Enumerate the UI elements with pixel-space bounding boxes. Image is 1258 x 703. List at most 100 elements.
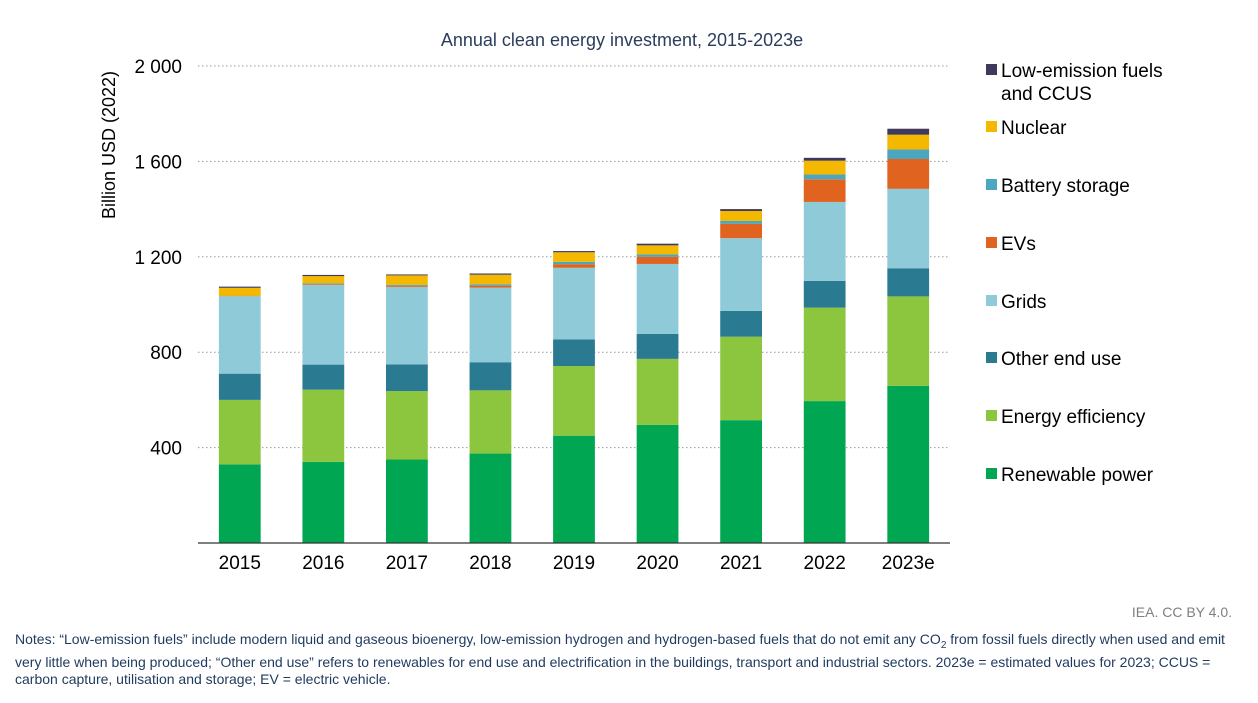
bar-segment-evs	[302, 283, 345, 285]
notes-text-end: from fossil fuels directly when used and…	[15, 631, 1225, 687]
bar-segment-renewable-power	[218, 464, 261, 543]
bar-segment-low-emission-fuels-and-ccus	[302, 274, 345, 277]
chart: Annual clean energy investment, 2015-202…	[99, 30, 1163, 574]
y-tick-label: 1 200	[134, 248, 182, 269]
bar-segment-energy-efficiency	[803, 307, 846, 402]
legend-swatch	[986, 121, 997, 132]
legend-label: Low-emission fuels	[1001, 61, 1163, 82]
bar-segment-renewable-power	[636, 424, 679, 543]
legend-label: Other end use	[1001, 349, 1121, 370]
bar-segment-low-emission-fuels-and-ccus	[469, 273, 512, 275]
bar-segment-other-end-use	[803, 280, 846, 308]
bar-segment-low-emission-fuels-and-ccus	[887, 128, 930, 135]
source-credit: IEA. CC BY 4.0.	[1131, 604, 1232, 620]
bar-segment-energy-efficiency	[302, 389, 345, 462]
bar-segment-energy-efficiency	[720, 336, 762, 421]
bar-segment-other-end-use	[636, 333, 679, 359]
x-tick-label: 2016	[302, 553, 344, 574]
bar-segment-battery-storage	[302, 283, 345, 284]
bar-segment-nuclear	[720, 211, 762, 222]
bar-segment-evs	[636, 256, 679, 264]
legend-label: Energy efficiency	[1001, 407, 1146, 428]
bar-segment-energy-efficiency	[386, 391, 428, 460]
legend-swatch	[986, 468, 997, 479]
bar-segment-low-emission-fuels-and-ccus	[803, 157, 846, 161]
x-tick-label: 2020	[636, 553, 678, 574]
bar-segment-energy-efficiency	[218, 399, 261, 465]
chart-notes: Notes: “Low-emission fuels” include mode…	[15, 631, 1240, 688]
bar-segment-nuclear	[386, 275, 428, 285]
bar-segment-renewable-power	[469, 453, 512, 543]
x-axis-ticks: 2015 2016 2017 2018 2019 2020 2021 2022 2023e	[219, 553, 935, 574]
bar-segment-evs	[469, 285, 512, 288]
x-tick-label: 2021	[720, 553, 762, 574]
bar-segment-other-end-use	[553, 339, 595, 367]
bar-segment-nuclear	[636, 245, 679, 255]
bar-segment-nuclear	[218, 287, 261, 296]
x-tick-label: 2023e	[882, 553, 935, 574]
bar-segment-energy-efficiency	[553, 366, 595, 436]
bar-segment-nuclear	[553, 252, 595, 262]
bar-segment-battery-storage	[636, 254, 679, 257]
bar-segment-low-emission-fuels-and-ccus	[386, 274, 428, 276]
y-tick-label: 800	[150, 343, 182, 364]
bar-segment-nuclear	[302, 276, 345, 284]
bar-segment-grids	[720, 238, 762, 311]
bar-segment-renewable-power	[553, 435, 595, 543]
bar-segment-other-end-use	[887, 268, 930, 297]
bar-segment-battery-storage	[469, 284, 512, 286]
legend-swatch	[986, 64, 997, 75]
chart-title: Annual clean energy investment, 2015-202…	[441, 30, 803, 50]
bars	[218, 128, 930, 543]
bar-segment-grids	[218, 296, 261, 374]
bar-segment-grids	[636, 263, 679, 334]
notes-subscript: 2	[940, 639, 947, 651]
legend-swatch	[986, 179, 997, 190]
bar-segment-renewable-power	[720, 420, 762, 543]
y-axis-ticks: 400 800 1 200 1 600 2 000	[134, 57, 182, 460]
bar-segment-evs	[803, 179, 846, 202]
bar-segment-energy-efficiency	[469, 390, 512, 454]
x-tick-label: 2019	[553, 553, 595, 574]
bar-segment-evs	[553, 264, 595, 268]
y-tick-label: 400	[150, 439, 182, 460]
bar-segment-energy-efficiency	[636, 358, 679, 425]
bar-segment-evs	[386, 285, 428, 287]
bar-segment-nuclear	[803, 160, 846, 175]
bar-segment-nuclear	[469, 274, 512, 285]
bar-segment-renewable-power	[302, 461, 345, 543]
bar-segment-other-end-use	[386, 364, 428, 392]
bar-segment-grids	[887, 188, 930, 269]
x-tick-label: 2022	[804, 553, 846, 574]
notes-text-start: Notes: “Low-emission fuels” include mode…	[15, 631, 941, 647]
bar-segment-battery-storage	[386, 284, 428, 286]
bar-segment-grids	[553, 267, 595, 340]
bar-segment-renewable-power	[803, 401, 846, 543]
bar-segment-renewable-power	[887, 385, 930, 543]
legend-swatch	[986, 352, 997, 363]
legend-label: Renewable power	[1001, 465, 1154, 486]
bar-segment-grids	[386, 286, 428, 365]
legend-swatch	[986, 237, 997, 248]
legend-label: Nuclear	[1001, 118, 1067, 139]
bar-segment-low-emission-fuels-and-ccus	[636, 243, 679, 246]
x-tick-label: 2017	[386, 553, 428, 574]
bar-segment-low-emission-fuels-and-ccus	[218, 286, 261, 288]
bar-segment-other-end-use	[302, 364, 345, 390]
y-tick-label: 2 000	[134, 57, 182, 78]
bar-segment-grids	[803, 201, 846, 281]
bar-segment-renewable-power	[386, 459, 428, 543]
legend-swatch	[986, 410, 997, 421]
legend-label: Battery storage	[1001, 176, 1130, 197]
y-tick-label: 1 600	[134, 152, 182, 173]
legend-swatch	[986, 295, 997, 306]
legend-label: EVs	[1001, 234, 1036, 255]
bar-segment-evs	[720, 223, 762, 239]
bar-segment-battery-storage	[803, 174, 846, 180]
bar-segment-low-emission-fuels-and-ccus	[720, 209, 762, 212]
x-tick-label: 2015	[219, 553, 261, 574]
bar-segment-low-emission-fuels-and-ccus	[553, 251, 595, 253]
bar-segment-other-end-use	[720, 310, 762, 337]
bar-segment-grids	[302, 284, 345, 365]
